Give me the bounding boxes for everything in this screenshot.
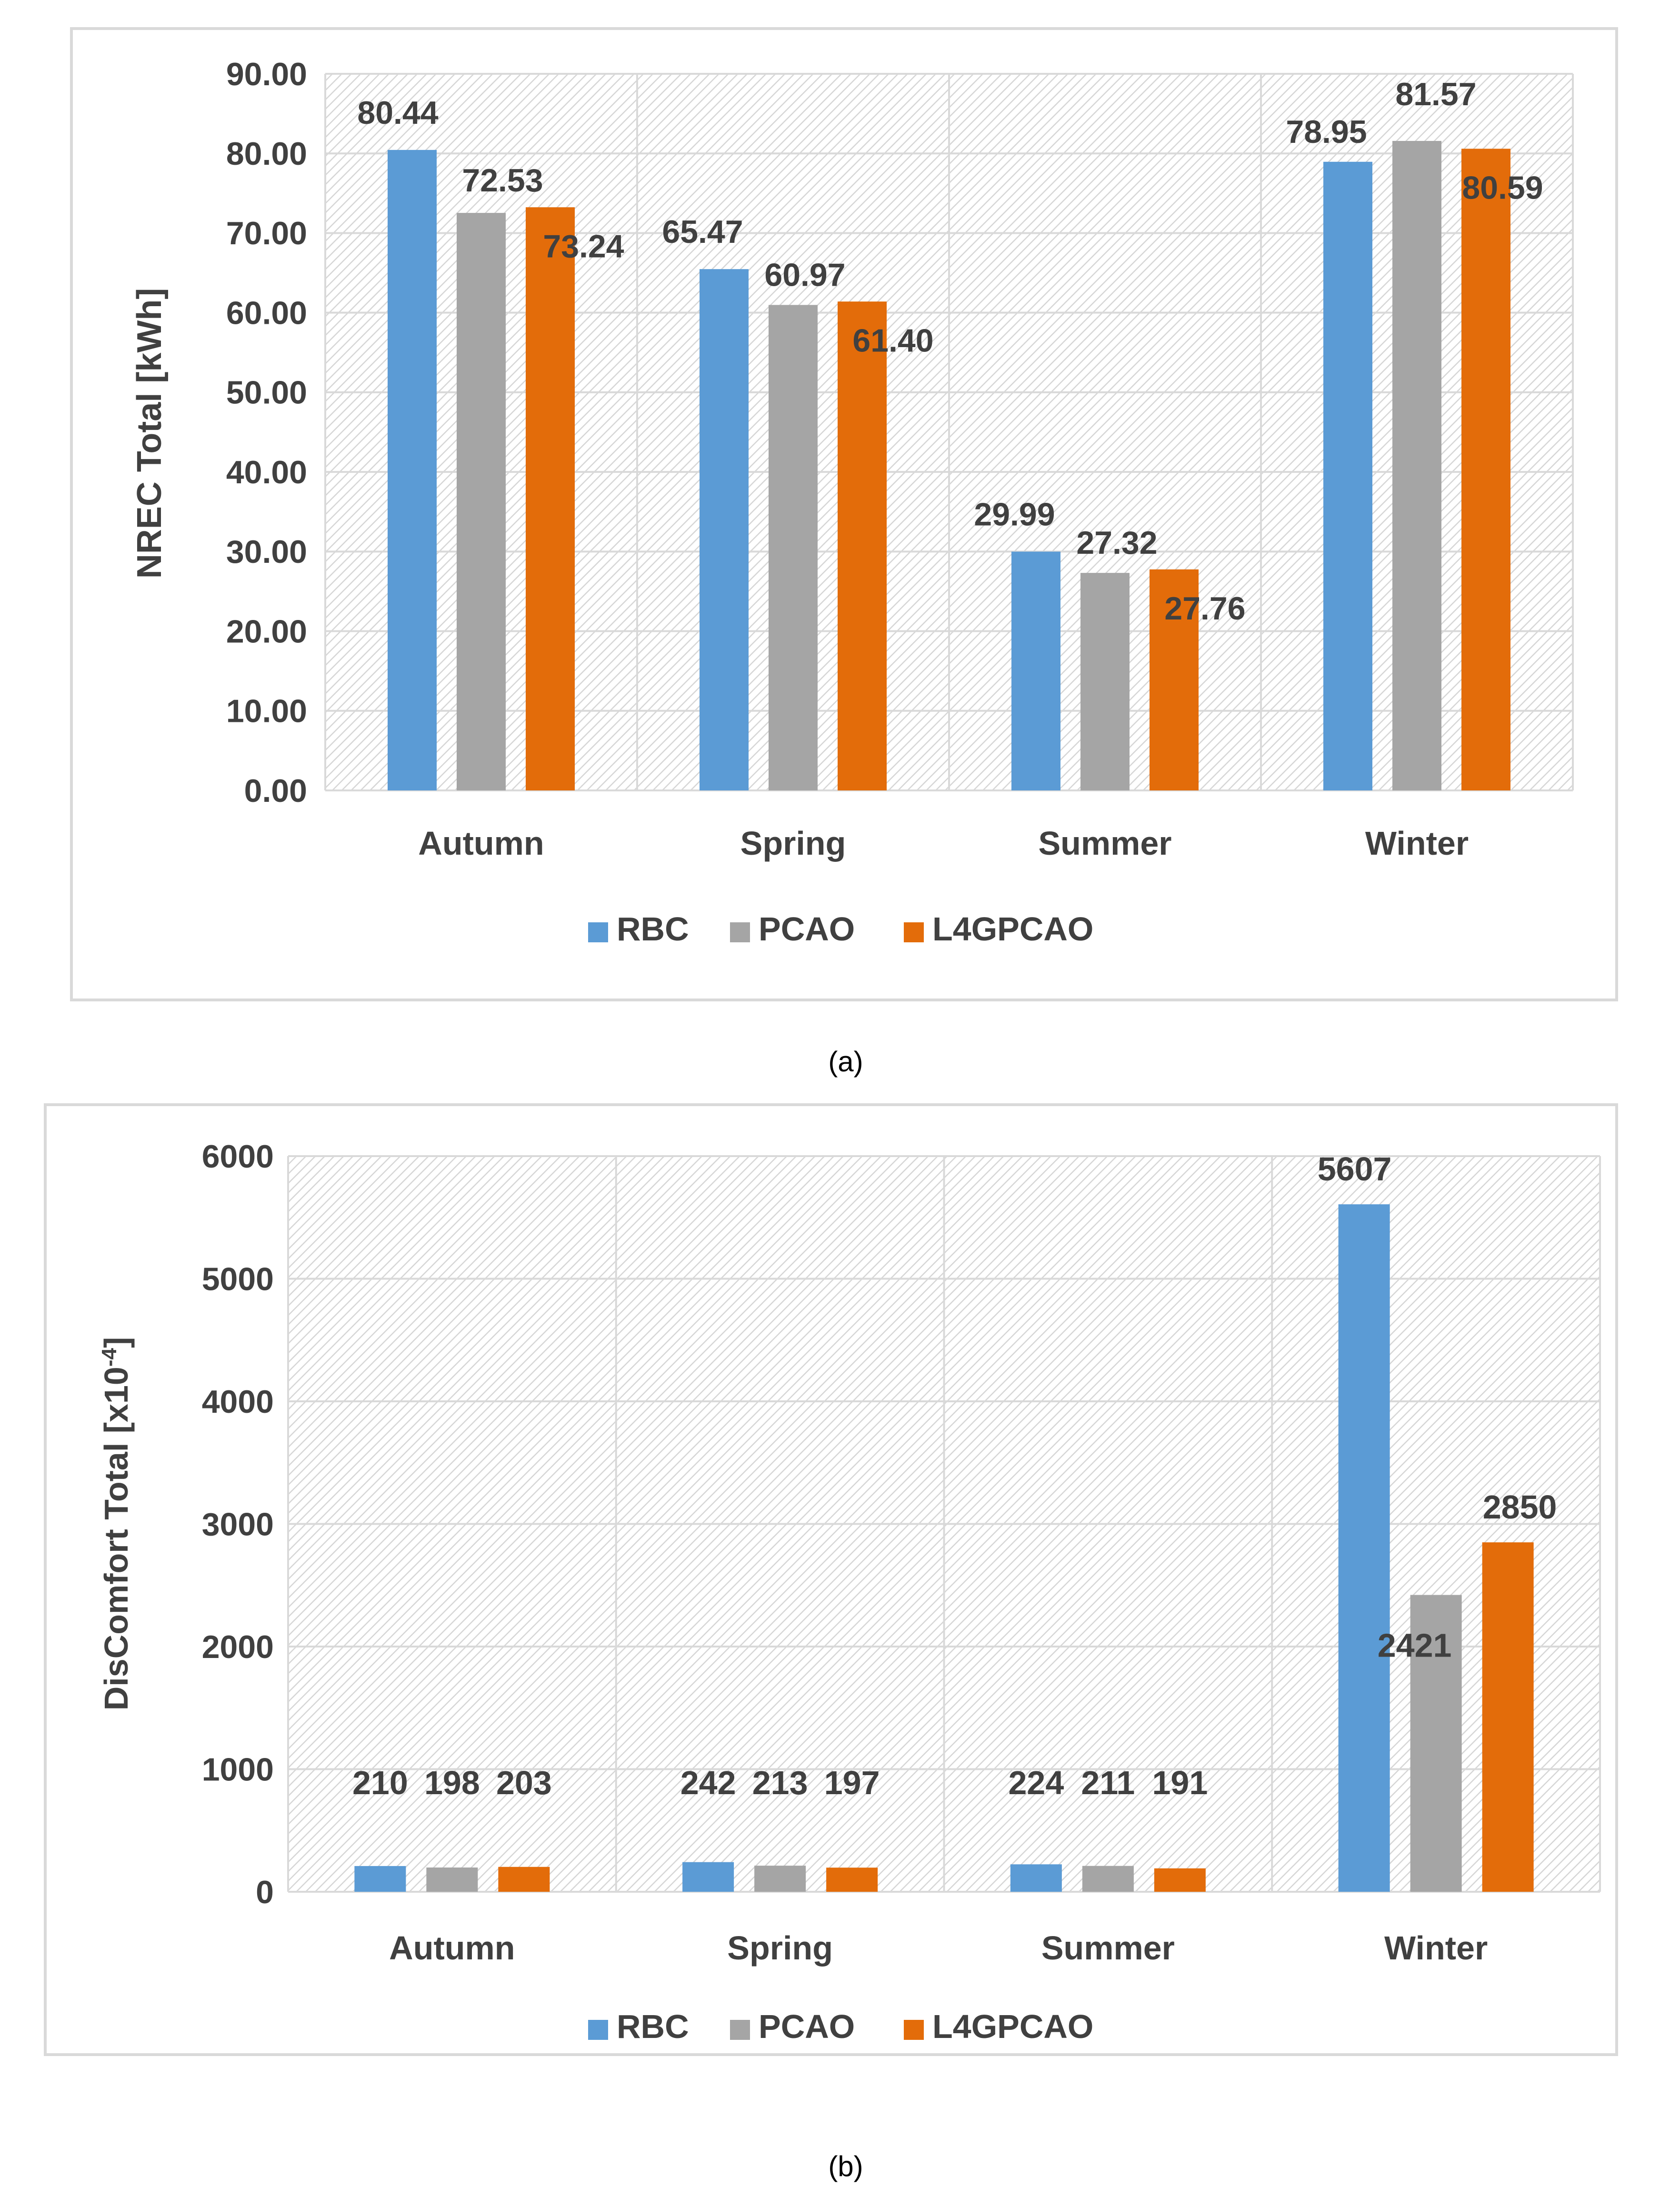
data-label-rbc-winter: 78.95 — [1286, 114, 1367, 150]
data-label-l4gpcao-summer: 27.76 — [1164, 590, 1245, 627]
bar-rbc-spring — [682, 1862, 734, 1892]
data-label-rbc-summer: 29.99 — [974, 497, 1055, 533]
legend-swatch-l4gpcao — [904, 922, 924, 942]
y-tick-label: 5000 — [202, 1261, 274, 1297]
data-label-rbc-spring: 65.47 — [662, 214, 743, 250]
legend-swatch-l4gpcao — [904, 2020, 924, 2040]
data-label-l4gpcao-autumn: 73.24 — [543, 228, 624, 264]
x-tick-label: Spring — [727, 1929, 833, 1967]
data-label-pcao-autumn: 72.53 — [462, 162, 543, 199]
data-label-l4gpcao-winter: 80.59 — [1462, 170, 1543, 206]
bar-l4gpcao-spring — [838, 301, 887, 790]
y-tick-label: 40.00 — [226, 454, 307, 490]
data-label-l4gpcao-autumn: 203 — [496, 1764, 552, 1801]
x-tick-label: Summer — [1041, 1929, 1175, 1967]
data-label-rbc-spring: 242 — [680, 1764, 736, 1801]
bar-pcao-autumn — [457, 213, 506, 790]
bar-l4gpcao-winter — [1461, 149, 1510, 791]
bar-pcao-autumn — [426, 1867, 478, 1892]
bar-l4gpcao-autumn — [526, 207, 575, 791]
x-tick-label: Winter — [1365, 825, 1469, 862]
legend-label-rbc: RBC — [617, 910, 689, 948]
data-label-rbc-winter: 5607 — [1318, 1150, 1392, 1188]
bar-pcao-winter — [1392, 140, 1441, 791]
chart-a-caption: (a) — [828, 1046, 863, 1078]
legend-label-pcao: PCAO — [759, 2008, 855, 2045]
bar-rbc-autumn — [354, 1866, 406, 1892]
chart-b-legend: RBC PCAO L4GPCAO — [588, 2008, 1093, 2045]
y-tick-label: 3000 — [202, 1506, 274, 1542]
bar-l4gpcao-autumn — [498, 1867, 550, 1892]
bar-rbc-spring — [700, 269, 749, 791]
data-label-rbc-summer: 224 — [1008, 1764, 1064, 1801]
x-tick-label: Autumn — [389, 1929, 515, 1967]
data-label-pcao-winter: 2421 — [1378, 1627, 1452, 1664]
legend-label-l4gpcao: L4GPCAO — [932, 2008, 1093, 2045]
bar-rbc-autumn — [388, 150, 437, 790]
bar-rbc-summer — [1011, 551, 1060, 790]
bar-pcao-spring — [769, 305, 818, 790]
data-label-rbc-autumn: 80.44 — [357, 95, 438, 131]
data-label-rbc-autumn: 210 — [352, 1764, 408, 1801]
data-label-pcao-winter: 81.57 — [1395, 76, 1476, 112]
y-tick-label: 6000 — [202, 1138, 274, 1175]
bar-rbc-summer — [1010, 1864, 1062, 1892]
y-tick-label: 20.00 — [226, 613, 307, 649]
legend-swatch-pcao — [730, 2020, 750, 2040]
legend-label-l4gpcao: L4GPCAO — [932, 910, 1093, 948]
chart-a: 0.00 10.00 20.00 30.00 40.00 50.00 60.00 70.00 8… — [70, 27, 1618, 1001]
chart-a-legend: RBC PCAO L4GPCAO — [588, 910, 1093, 948]
legend-swatch-rbc — [588, 922, 608, 942]
data-label-pcao-summer: 211 — [1081, 1764, 1135, 1801]
bar-pcao-spring — [754, 1866, 806, 1892]
chart-a-y-axis-title: NREC Total [kWh] — [130, 288, 169, 579]
bar-pcao-winter — [1410, 1595, 1462, 1892]
x-tick-label: Summer — [1038, 825, 1171, 862]
data-label-l4gpcao-spring: 197 — [824, 1764, 880, 1801]
y-tick-label: 60.00 — [226, 295, 307, 331]
data-label-pcao-autumn: 198 — [424, 1764, 480, 1801]
y-tick-label: 30.00 — [226, 534, 307, 570]
bar-pcao-summer — [1080, 573, 1130, 790]
y-tick-label: 0.00 — [244, 773, 307, 809]
y-tick-label: 70.00 — [226, 215, 307, 251]
bar-l4gpcao-winter — [1482, 1542, 1534, 1892]
data-label-l4gpcao-spring: 61.40 — [852, 322, 933, 359]
y-tick-label: 4000 — [202, 1384, 274, 1420]
bar-l4gpcao-spring — [826, 1867, 878, 1892]
data-label-pcao-spring: 60.97 — [764, 257, 845, 293]
y-tick-label: 1000 — [202, 1751, 274, 1788]
data-label-l4gpcao-summer: 191 — [1152, 1764, 1208, 1801]
bar-l4gpcao-summer — [1154, 1868, 1206, 1892]
y-tick-label: 2000 — [202, 1629, 274, 1665]
x-tick-label: Winter — [1384, 1929, 1488, 1967]
y-tick-label: 90.00 — [226, 56, 307, 92]
x-tick-label: Autumn — [418, 825, 544, 862]
y-tick-label: 0 — [256, 1874, 274, 1910]
chart-b: 0 1000 2000 3000 4000 5000 6000 210 198 203 242 21… — [44, 1103, 1618, 2056]
x-tick-label: Spring — [740, 825, 846, 862]
bar-rbc-winter — [1338, 1204, 1390, 1892]
bar-l4gpcao-summer — [1150, 569, 1199, 790]
data-label-l4gpcao-winter: 2850 — [1483, 1488, 1557, 1526]
bar-pcao-summer — [1082, 1866, 1134, 1892]
y-tick-label: 10.00 — [226, 693, 307, 729]
legend-swatch-pcao — [730, 922, 750, 942]
chart-b-y-axis-title: DisComfort Total [x10-4] — [98, 1337, 135, 1711]
chart-b-caption: (b) — [828, 2150, 863, 2182]
y-tick-label: 50.00 — [226, 375, 307, 411]
legend-label-pcao: PCAO — [759, 910, 855, 948]
bar-rbc-winter — [1323, 161, 1372, 791]
legend-swatch-rbc — [588, 2020, 608, 2040]
data-label-pcao-summer: 27.32 — [1076, 525, 1157, 561]
data-label-pcao-spring: 213 — [752, 1764, 808, 1801]
legend-label-rbc: RBC — [617, 2008, 689, 2045]
y-tick-label: 80.00 — [226, 136, 307, 172]
